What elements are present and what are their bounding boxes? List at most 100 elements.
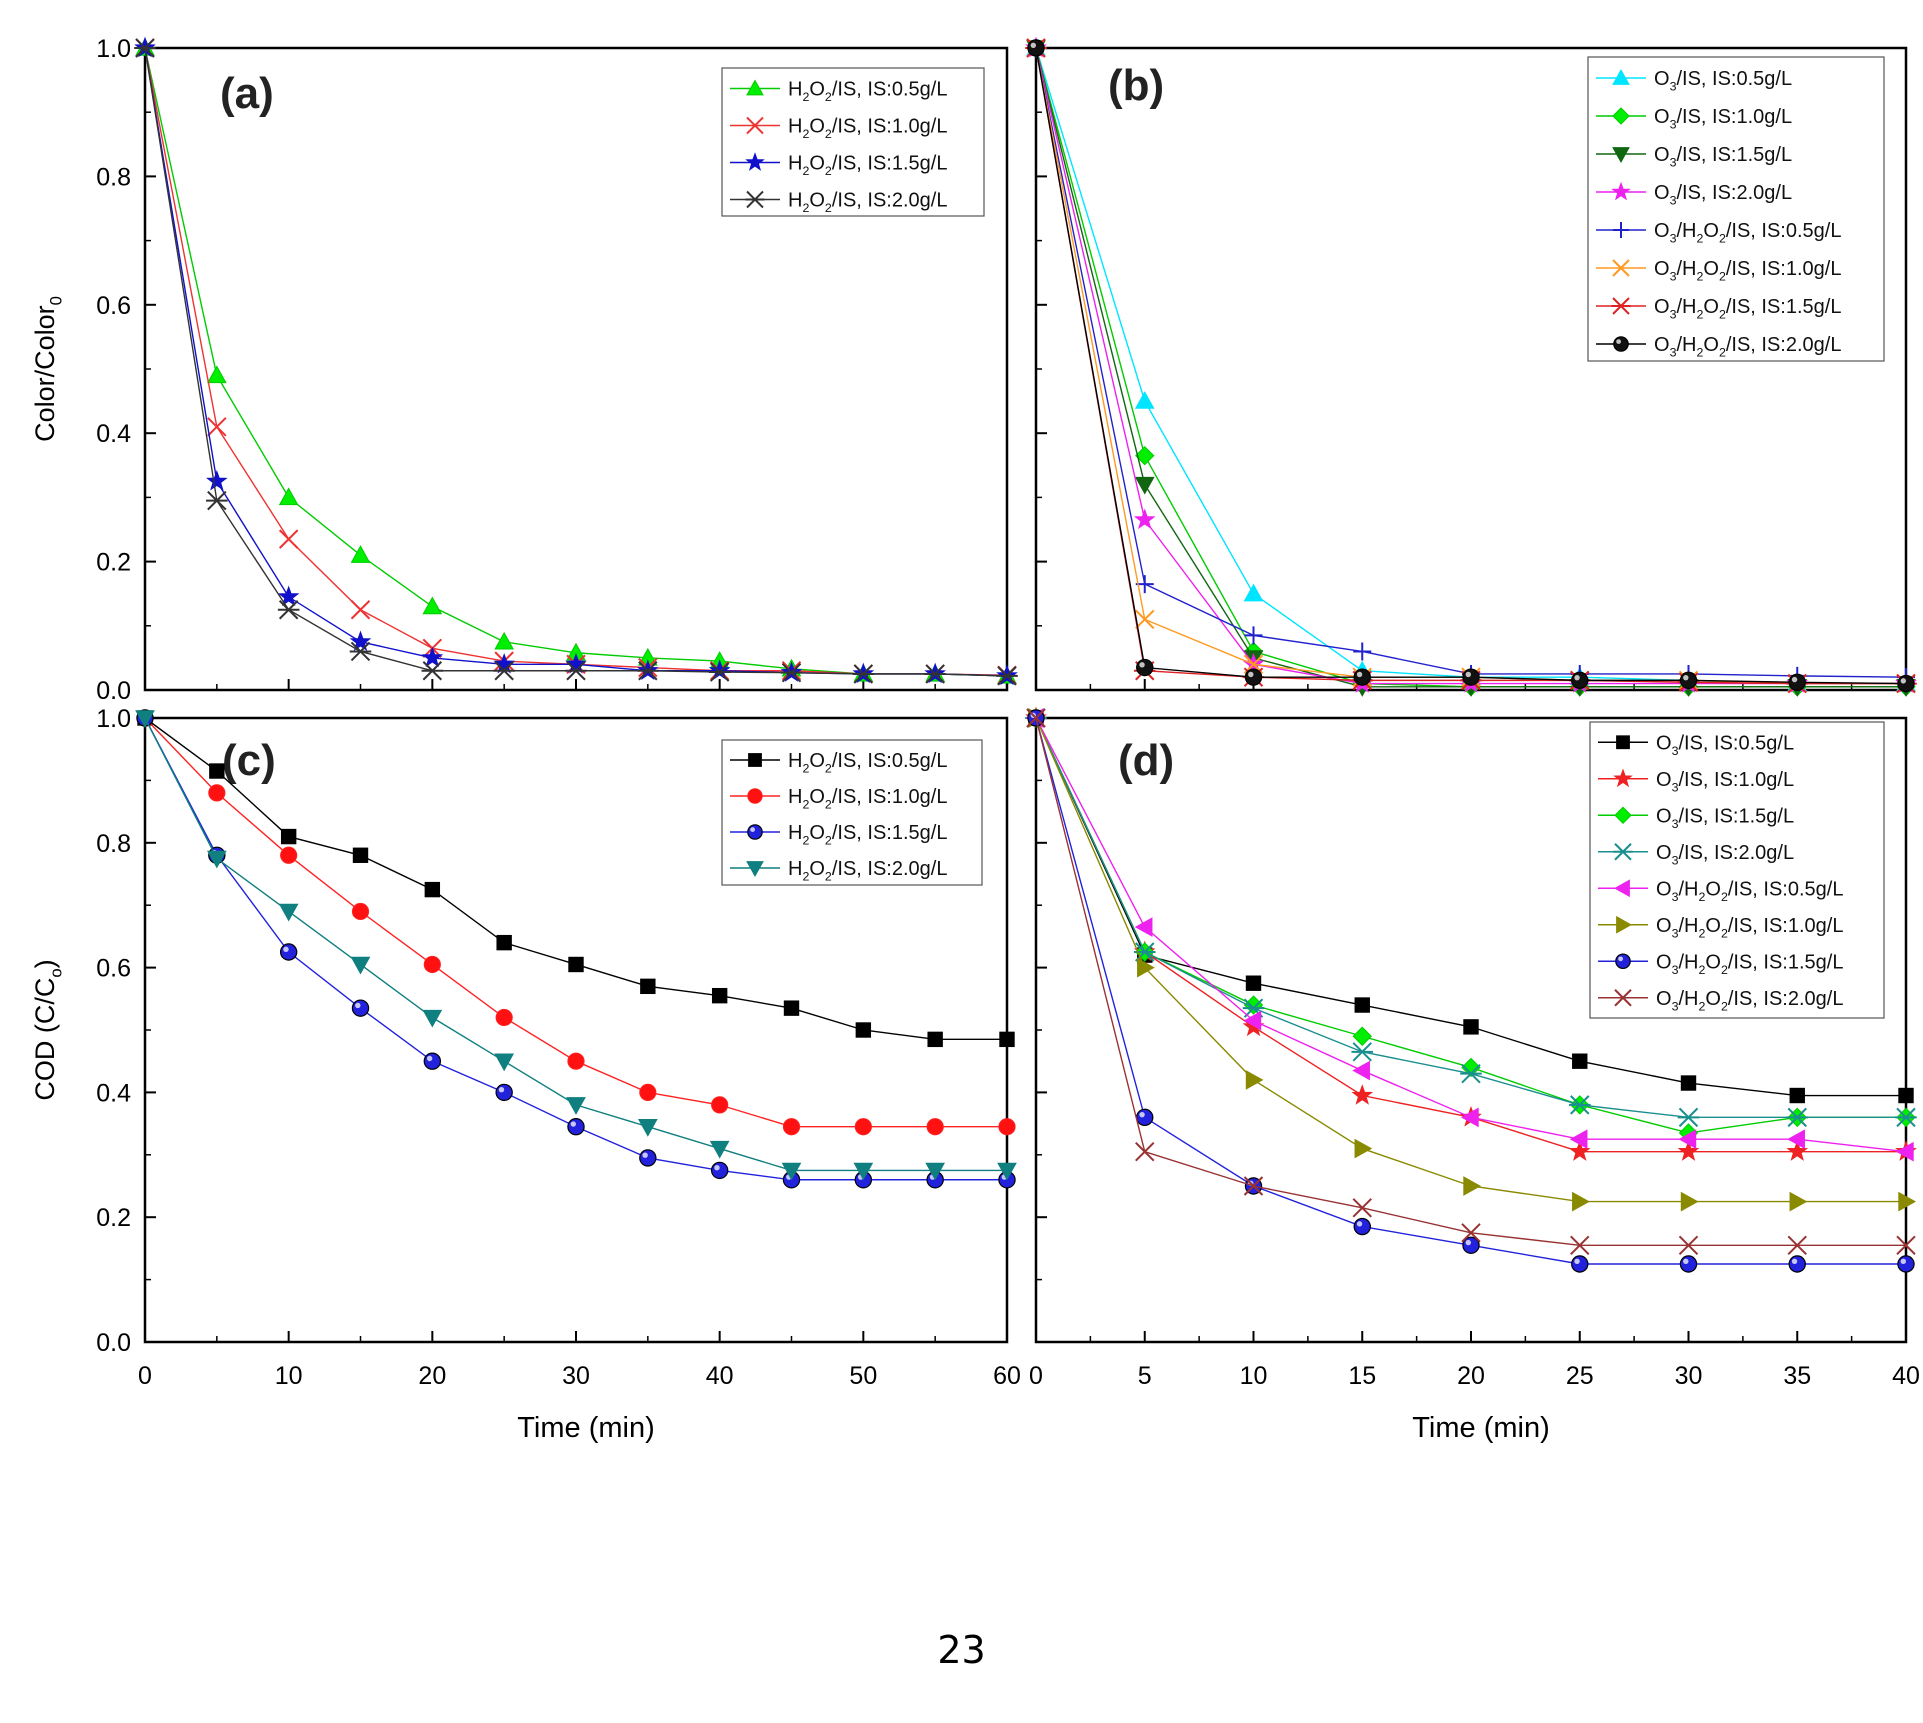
data-point-d-7-5 [1570,1235,1590,1255]
data-point-c-0-11 [927,1031,943,1048]
y-tick-label-a-0: 0.0 [96,677,131,705]
legend-label-a-0-run-3: 2 [825,90,832,104]
data-point-c-0-12 [999,1031,1015,1048]
x-tick-label-c-5: 50 [849,1362,877,1390]
data-point-d-7-1 [1135,1141,1155,1162]
data-point-d-3-8 [1895,1107,1917,1128]
y-tick-label-a-3: 0.6 [96,292,131,320]
data-point-c-0-5 [496,934,512,951]
data-point-b-7-5-highlight [1574,674,1580,681]
x-tick-label-c-3: 30 [562,1362,590,1390]
legend-label-d-1-run-2: /IS, IS:1.0g/L [1678,769,1794,791]
y-tick-label-c-3: 0.6 [96,955,131,983]
legend-marker-b-6 [1611,297,1631,315]
data-point-c-1-12 [998,1118,1016,1136]
data-point-b-7-4 [1462,668,1480,686]
legend-label-d-7-run-2: /H [1678,988,1698,1010]
data-point-c-3-6 [566,1097,586,1115]
data-point-d-4-3 [1352,1060,1370,1081]
data-point-a-2-5 [493,652,515,674]
data-point-c-3-3 [350,956,371,975]
legend-label-a-1: H2O2/IS, IS:1.0g/L [788,116,947,142]
legend-label-b-3-run-2: /IS, IS:2.0g/L [1676,182,1792,204]
legend-label-c-2: H2O2/IS, IS:1.5g/L [788,822,947,848]
y-axis-label-c-run-0: COD (C/C [30,978,60,1101]
data-point-d-7-2 [1243,1176,1264,1196]
legend-label-c-1-run-1: 2 [802,798,809,812]
data-point-b-4-3 [1353,642,1372,661]
data-point-c-0-6 [568,956,584,973]
data-point-d-4-1 [1134,917,1153,937]
data-point-b-7-2-highlight [1248,671,1254,678]
legend-marker-b-2 [1612,147,1630,164]
legend-label-b-6-run-1: 3 [1670,308,1677,322]
data-point-d-5-1 [1137,957,1155,978]
data-point-d-6-6 [1679,1255,1698,1273]
legend-label-d-7-run-1: 3 [1672,999,1679,1013]
legend-box-c [721,739,983,886]
data-point-c-1-5 [495,1008,513,1027]
legend-label-b-5-run-1: 3 [1670,270,1677,284]
data-point-a-3-12 [996,666,1018,686]
legend-label-d-2-run-1: 3 [1672,817,1679,831]
data-point-d-4-5 [1569,1129,1588,1150]
y-tick-label-a-2: 0.4 [96,420,131,448]
data-point-a-3-9 [780,662,803,683]
data-point-b-7-0 [1027,39,1045,57]
legend-marker-b-3 [1611,181,1631,201]
data-point-a-0-1 [206,365,227,384]
data-point-c-2-6-highlight [570,1121,576,1127]
legend-marker-c-0 [748,753,762,767]
data-point-b-7-8 [1897,674,1915,693]
data-point-a-3-8 [708,662,731,682]
legend-label-a-0-run-4: /IS, IS:0.5g/L [832,79,948,101]
y-tick-label-a-5: 1.0 [96,35,131,63]
data-point-c-1-4 [423,955,441,974]
legend-label-b-4: O3/H2O2/IS, IS:0.5g/L [1654,220,1841,246]
data-point-a-2-6 [565,652,587,674]
legend-label-d-5-run-6: /IS, IS:1.0g/L [1728,915,1844,937]
data-point-a-2-2 [277,585,300,607]
data-point-d-6-1-highlight [1139,1111,1145,1118]
legend-label-d-5-run-0: O [1656,915,1672,937]
legend-label-d-4-run-2: /H [1678,878,1698,900]
legend-label-c-2-run-4: /IS, IS:1.5g/L [832,822,948,844]
data-point-d-3-6 [1677,1107,1700,1128]
legend-label-b-2-run-0: O [1654,144,1670,166]
legend-label-b-0-run-0: O [1654,68,1670,90]
legend-label-d-0: O3/IS, IS:0.5g/L [1656,732,1794,758]
data-point-d-0-5 [1572,1053,1588,1069]
legend-label-a-2-run-0: H [788,153,802,175]
data-point-c-2-7-highlight [642,1152,648,1158]
data-point-c-3-7 [637,1119,658,1137]
legend-label-a-1-run-1: 2 [802,127,809,141]
legend-marker-a-3 [745,190,765,209]
data-point-c-3-11 [925,1162,946,1181]
panel-label-d: (d) [1118,736,1174,785]
legend-label-d-4: O3/H2O2/IS, IS:0.5g/L [1656,878,1843,904]
legend-marker-c-1 [747,788,763,804]
data-point-d-7-7 [1787,1235,1807,1255]
data-point-d-0-7 [1789,1087,1805,1104]
data-point-c-3-10 [853,1162,874,1181]
data-point-a-1-3 [350,600,371,620]
panel-c: 0 10 20 30 40 50 60 0.0 0.2 0.4 0.6 0.8 1.0 Time (min… [30,705,1021,1444]
legend-label-a-3-run-4: /IS, IS:2.0g/L [832,190,948,212]
data-point-c-2-8-highlight [714,1165,720,1171]
legend-label-b-5-run-4: O [1703,258,1719,280]
legend-label-a-3-run-0: H [788,190,802,212]
data-point-d-6-7 [1788,1255,1806,1273]
legend-label-d-6-run-6: /IS, IS:1.5g/L [1728,951,1844,973]
legend-label-c-0-run-1: 2 [802,762,809,776]
data-point-b-7-1-highlight [1139,662,1145,668]
legend-label-d-4-run-3: 2 [1698,890,1705,904]
legend-marker-a-0 [746,79,764,96]
legend-label-b-7-run-4: O [1703,334,1719,356]
data-point-d-4-8 [1895,1141,1914,1162]
data-point-a-3-4 [421,661,444,681]
data-point-c-2-2 [279,943,298,961]
data-point-d-6-7-highlight [1791,1258,1798,1265]
legend-label-d-7-run-5: 2 [1721,999,1728,1013]
legend-label-c-2-run-3: 2 [825,834,832,848]
